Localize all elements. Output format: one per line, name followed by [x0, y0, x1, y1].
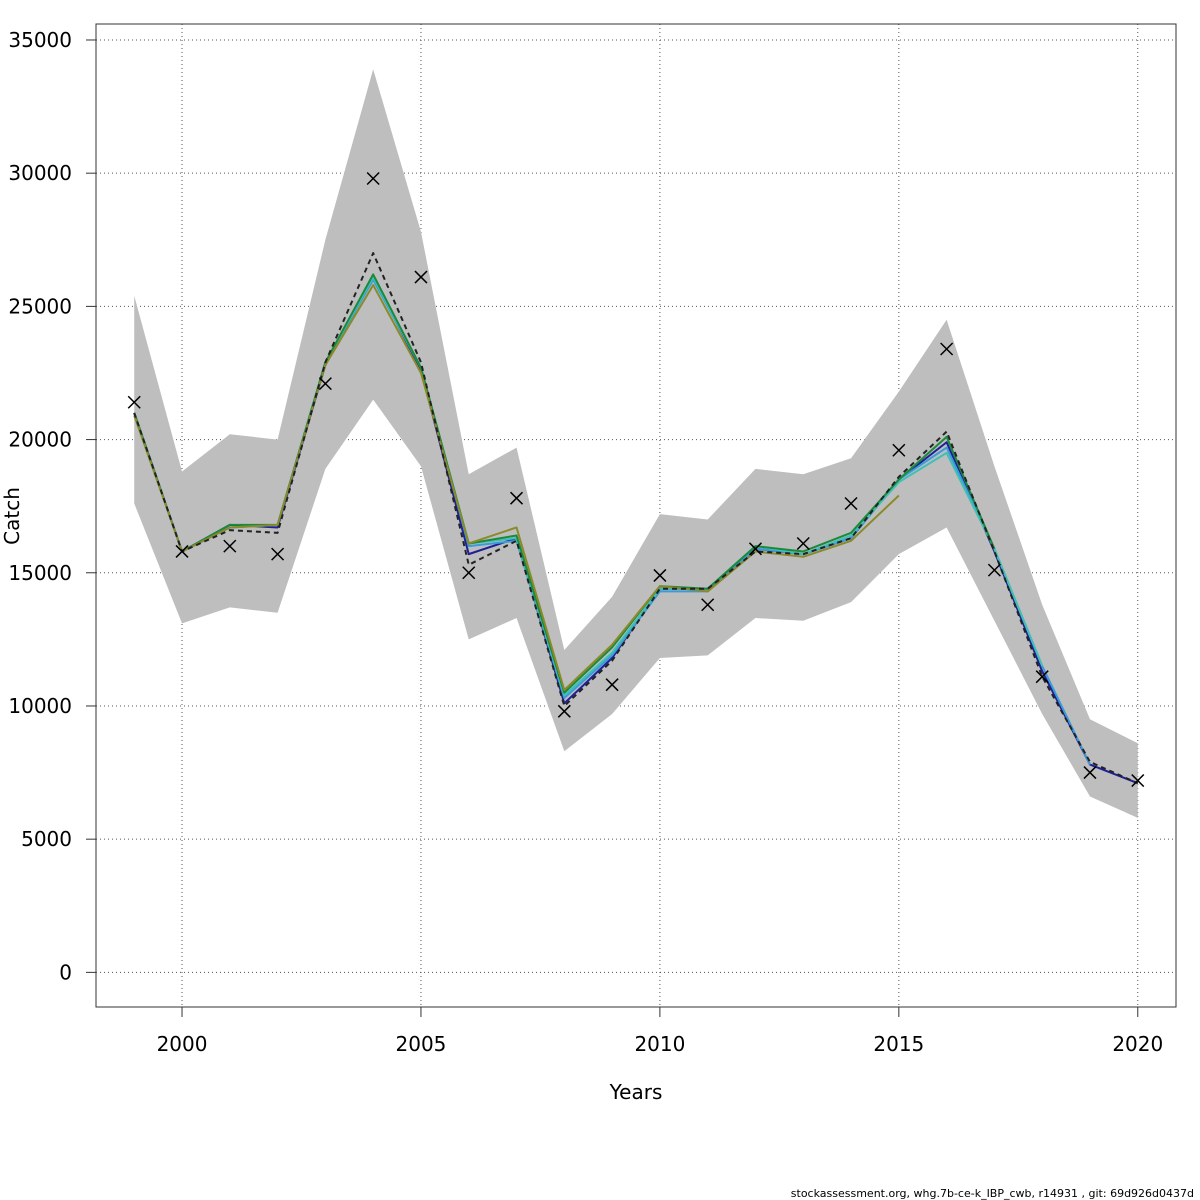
observation-marker — [701, 598, 715, 612]
y-tick-label: 15000 — [8, 561, 72, 585]
observation-marker — [557, 704, 571, 718]
observation-marker — [318, 377, 332, 391]
observation-marker — [1083, 766, 1097, 780]
x-axis-label: Years — [609, 1080, 663, 1104]
observation-marker — [892, 443, 906, 457]
observation-marker — [1035, 670, 1049, 684]
observation-marker — [175, 544, 189, 558]
observation-marker — [796, 536, 810, 551]
observation-markers-layer — [127, 171, 1145, 788]
confidence-band-layer — [134, 69, 1138, 818]
observation-marker — [271, 547, 285, 561]
observation-marker — [127, 395, 141, 409]
y-tick-label: 30000 — [8, 161, 72, 185]
observation-marker — [223, 539, 237, 553]
y-tick-label: 5000 — [21, 827, 72, 851]
x-tick-label: 2000 — [157, 1032, 208, 1056]
x-tick-label: 2005 — [396, 1032, 447, 1056]
y-axis-label: Catch — [0, 487, 24, 545]
y-tick-label: 35000 — [8, 28, 72, 52]
observation-marker — [844, 496, 858, 511]
observation-marker — [510, 491, 524, 505]
observation-marker — [366, 171, 380, 186]
series-lines-layer — [133, 252, 1139, 785]
observation-marker — [940, 342, 954, 356]
x-tick-label: 2010 — [634, 1032, 685, 1056]
observation-marker — [748, 542, 762, 556]
confidence-band — [134, 69, 1138, 818]
footer-note: stockassessment.org, whg.7b-ce-k_IBP_cwb… — [791, 1187, 1194, 1200]
x-tick-label: 2015 — [873, 1032, 924, 1056]
observation-marker — [653, 568, 667, 582]
y-tick-label: 10000 — [8, 694, 72, 718]
x-tick-label: 2020 — [1112, 1032, 1163, 1056]
observation-marker — [462, 566, 476, 580]
series-line-6 — [133, 252, 1139, 785]
observation-marker — [605, 678, 619, 692]
observation-marker — [987, 563, 1001, 577]
x-axis-ticks: 2000 2005 2010 2015 2020 — [157, 1007, 1163, 1056]
y-axis-ticks: 0 5000 10000 15000 20000 25000 30000 35000 — [8, 28, 96, 984]
plot-frame — [95, 23, 1177, 1008]
y-tick-label: 0 — [59, 960, 72, 984]
observation-marker — [1131, 774, 1145, 788]
observation-marker — [414, 270, 428, 284]
y-tick-label: 20000 — [8, 428, 72, 452]
y-tick-label: 25000 — [8, 294, 72, 318]
